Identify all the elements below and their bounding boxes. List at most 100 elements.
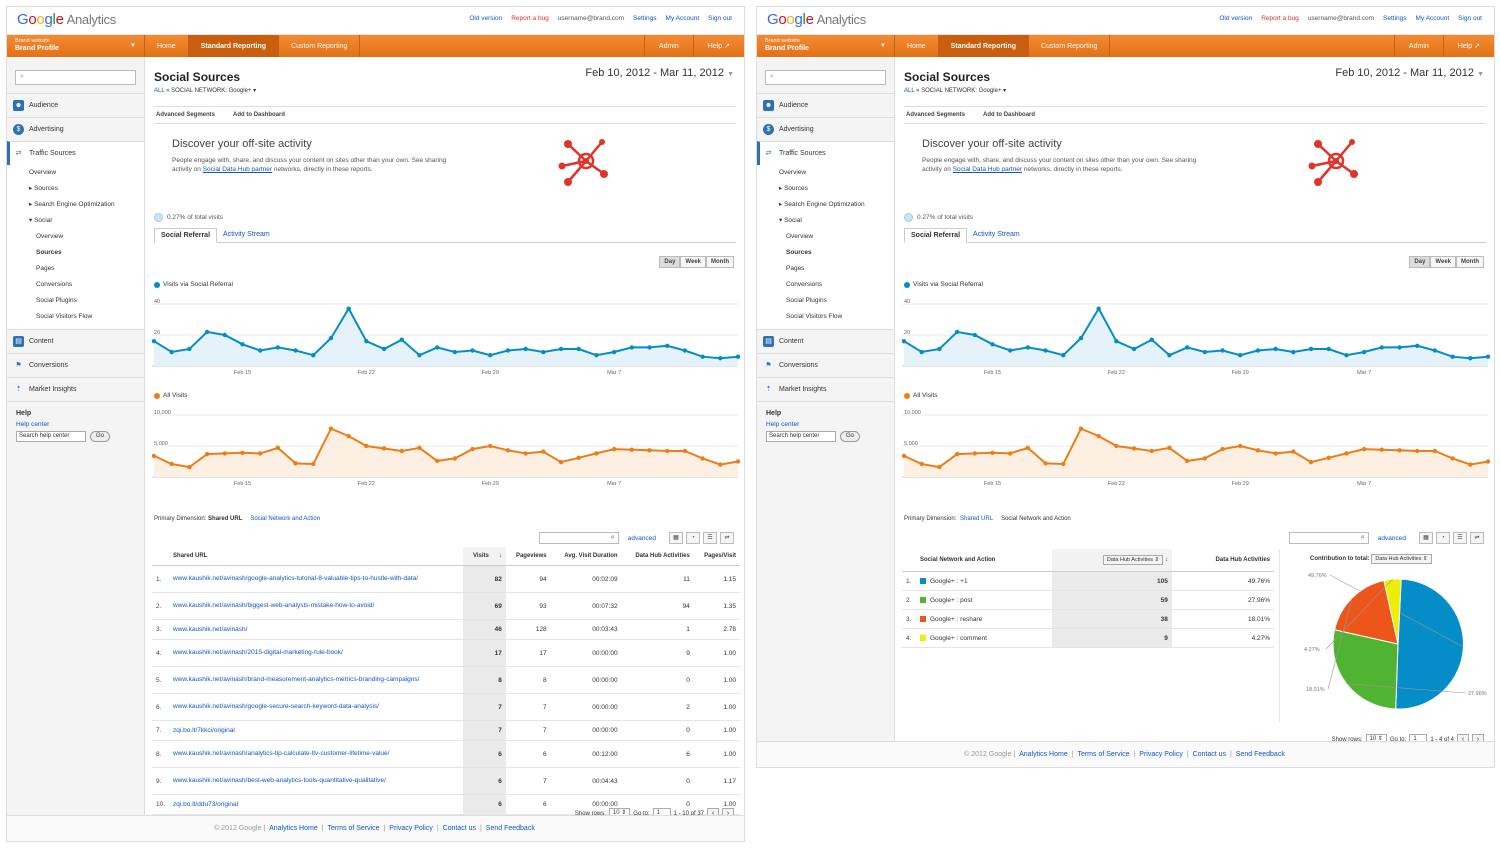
advanced-segments-button[interactable]: Advanced Segments <box>156 112 216 118</box>
data-point[interactable] <box>1273 346 1278 352</box>
data-point[interactable] <box>1468 356 1473 361</box>
nav-admin[interactable]: Admin <box>1393 35 1443 57</box>
data-point[interactable] <box>972 332 977 338</box>
shared-url-link[interactable]: www.kaushik.net/avinash/2015-digital-mar… <box>169 639 464 667</box>
data-point[interactable] <box>275 345 281 350</box>
advanced-segments-button[interactable]: Advanced Segments <box>906 112 966 118</box>
data-point[interactable] <box>594 451 599 456</box>
tab-activity-stream[interactable]: Activity Stream <box>973 231 1020 238</box>
table-view-icon[interactable]: ▦ <box>1419 532 1433 544</box>
sidebar-item-market-insights[interactable]: ⇡ Market Insights <box>7 377 144 401</box>
footer-feedback[interactable]: Send Feedback <box>1235 751 1285 758</box>
sidebar-item-traffic-sources[interactable]: ⇄ Traffic Sources <box>7 141 144 165</box>
data-point[interactable] <box>311 352 316 358</box>
shared-url-link[interactable]: www.kaushik.net/avinash/brand-measuremen… <box>169 666 464 694</box>
report-bug-link[interactable]: Report a bug <box>1261 15 1299 22</box>
data-point[interactable] <box>1415 343 1420 349</box>
sidebar-search-input[interactable]: ⌕ <box>15 70 136 85</box>
data-point[interactable] <box>1167 445 1172 451</box>
data-point[interactable] <box>954 451 960 457</box>
data-point[interactable] <box>364 339 369 344</box>
help-search-input[interactable]: Search help center <box>16 431 86 442</box>
data-point[interactable] <box>990 342 995 347</box>
data-point[interactable] <box>665 448 670 454</box>
data-point[interactable] <box>611 349 617 355</box>
sidebar-traffic-overview[interactable]: Overview <box>29 169 57 176</box>
footer-contact[interactable]: Contact us <box>442 825 477 832</box>
sidebar-social-visitors-flow[interactable]: Social Visitors Flow <box>786 313 843 320</box>
data-point[interactable] <box>169 461 174 467</box>
sidebar-item-audience[interactable]: ☻ Audience <box>7 93 144 117</box>
data-point[interactable] <box>700 354 705 359</box>
data-point[interactable] <box>1255 348 1261 353</box>
nav-custom-reporting[interactable]: Custom Reporting <box>279 35 361 57</box>
data-point[interactable] <box>434 345 440 350</box>
data-point[interactable] <box>1308 346 1314 352</box>
sidebar-social-plugins[interactable]: Social Plugins <box>36 297 77 304</box>
data-point[interactable] <box>488 352 493 358</box>
data-point[interactable] <box>346 306 351 311</box>
sidebar-traffic-social[interactable]: ▾ Social <box>29 217 52 224</box>
metric-select[interactable]: Data Hub Activities ⇕ <box>1102 555 1164 565</box>
date-range-picker[interactable]: Feb 10, 2012 - Mar 11, 2012 ▼ <box>1335 67 1484 79</box>
month-button[interactable]: Month <box>706 256 734 268</box>
sidebar-social-visitors-flow[interactable]: Social Visitors Flow <box>36 313 93 320</box>
data-point[interactable] <box>240 450 245 456</box>
nav-help[interactable]: Help ↗ <box>692 35 744 57</box>
data-point[interactable] <box>902 339 907 344</box>
profile-selector[interactable]: Brand website Brand Profile ▼ <box>7 35 145 57</box>
day-button[interactable]: Day <box>659 256 681 268</box>
data-point[interactable] <box>399 337 404 342</box>
data-point[interactable] <box>417 352 422 358</box>
data-hub-partner-link[interactable]: Social Data Hub partner <box>202 166 273 173</box>
data-point[interactable] <box>1308 459 1314 465</box>
data-point[interactable] <box>328 335 334 341</box>
sidebar-item-conversions[interactable]: ⚑ Conversions <box>757 353 894 377</box>
footer-contact[interactable]: Contact us <box>1192 751 1227 758</box>
tab-social-referral[interactable]: Social Referral <box>154 228 218 243</box>
data-point[interactable] <box>1379 345 1385 350</box>
footer-analytics-home[interactable]: Analytics Home <box>1019 751 1068 758</box>
data-point[interactable] <box>452 349 458 355</box>
data-point[interactable] <box>1344 352 1349 358</box>
breadcrumb-all[interactable]: ALL <box>154 88 165 94</box>
tab-social-referral[interactable]: Social Referral <box>904 228 968 243</box>
data-point[interactable] <box>1255 448 1261 453</box>
data-point[interactable] <box>735 459 741 464</box>
add-to-dashboard-button[interactable]: Add to Dashboard <box>983 112 1036 118</box>
sidebar-traffic-seo[interactable]: ▸ Search Engine Optimization <box>29 201 115 208</box>
data-point[interactable] <box>1238 443 1243 449</box>
data-point[interactable] <box>311 461 316 467</box>
col-pageviews[interactable]: Pageviews <box>505 547 551 566</box>
data-point[interactable] <box>919 349 924 355</box>
col-data-hub-pct[interactable]: Data Hub Activities <box>1171 549 1274 572</box>
data-point[interactable] <box>541 449 546 454</box>
data-point[interactable] <box>1131 446 1137 451</box>
data-point[interactable] <box>665 343 670 349</box>
shared-url-link[interactable]: www.kaushik.net/avinash/best-web-analyti… <box>169 767 464 795</box>
data-point[interactable] <box>1468 462 1473 467</box>
performance-view-icon[interactable]: ☰ <box>1453 532 1467 544</box>
data-point[interactable] <box>1007 451 1013 456</box>
nav-home[interactable]: Home <box>145 35 189 57</box>
data-point[interactable] <box>505 348 511 353</box>
table-filter-input[interactable]: ⌕ <box>1288 532 1369 544</box>
performance-view-icon[interactable]: ☰ <box>703 532 717 544</box>
old-version-link[interactable]: Old version <box>1219 15 1253 22</box>
chevron-down-icon[interactable]: ▾ <box>253 88 257 94</box>
data-point[interactable] <box>222 332 227 338</box>
shared-url-link[interactable]: www.kaushik.net/avinash/google-analytics… <box>169 565 464 593</box>
data-point[interactable] <box>576 455 581 460</box>
data-point[interactable] <box>1220 446 1225 452</box>
breadcrumb-all[interactable]: ALL <box>904 88 915 94</box>
data-point[interactable] <box>558 459 564 465</box>
data-point[interactable] <box>972 451 977 456</box>
data-hub-partner-link[interactable]: Social Data Hub partner <box>952 166 1023 173</box>
data-point[interactable] <box>488 443 493 449</box>
week-button[interactable]: Week <box>1430 256 1456 268</box>
data-point[interactable] <box>187 464 192 470</box>
sidebar-social-pages[interactable]: Pages <box>786 265 805 272</box>
table-filter-input[interactable]: ⌕ <box>538 532 619 544</box>
data-point[interactable] <box>611 446 617 452</box>
data-point[interactable] <box>1096 306 1101 311</box>
